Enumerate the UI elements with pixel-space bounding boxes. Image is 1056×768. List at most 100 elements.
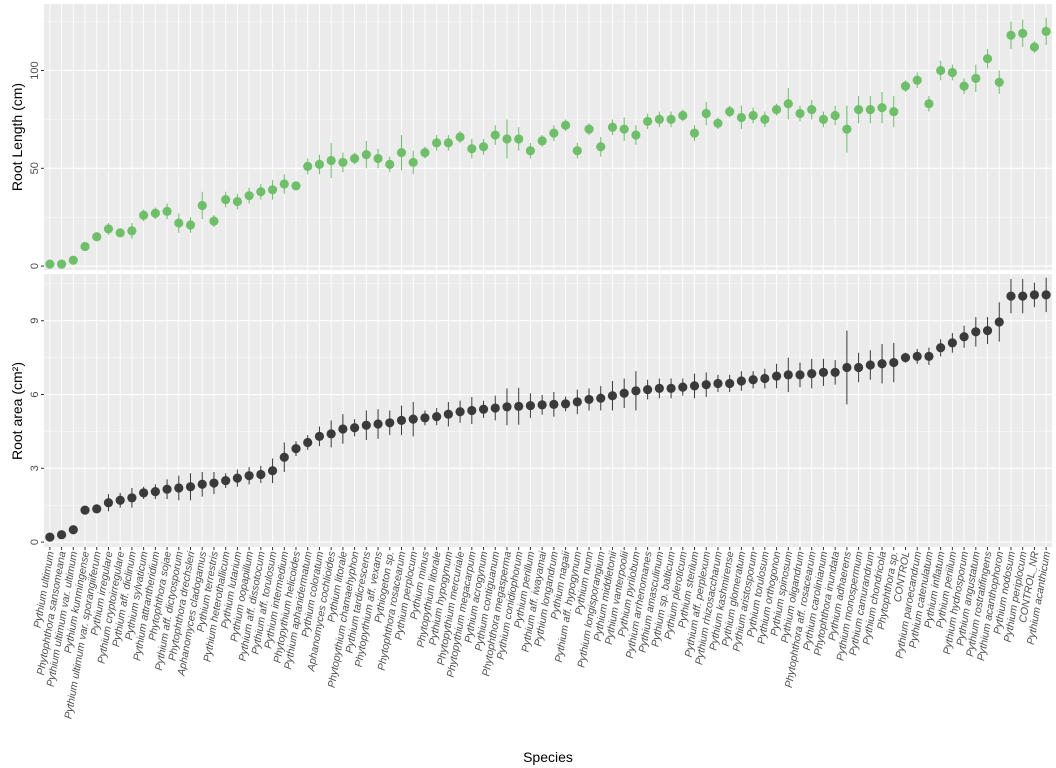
data-point-top xyxy=(607,122,618,132)
data-point-bottom xyxy=(244,471,254,481)
data-point-top xyxy=(549,128,559,138)
data-point-bottom xyxy=(139,488,149,498)
data-point-bottom xyxy=(350,423,360,433)
y-tick-label: 0 xyxy=(29,539,41,545)
data-point-bottom xyxy=(748,375,758,385)
data-point-bottom xyxy=(373,419,383,429)
data-point-top xyxy=(971,73,981,83)
data-point-bottom xyxy=(408,414,418,424)
data-point-top xyxy=(314,159,325,169)
data-point-bottom xyxy=(174,483,184,493)
data-point-top xyxy=(842,124,852,134)
data-point-top xyxy=(795,108,805,119)
data-point-bottom xyxy=(338,424,348,434)
data-point-top xyxy=(748,110,758,121)
data-point-bottom xyxy=(842,362,852,373)
data-point-top xyxy=(865,105,875,115)
data-point-bottom xyxy=(1041,290,1051,300)
x-axis-title: Species xyxy=(523,749,573,765)
data-point-top xyxy=(596,142,606,152)
data-point-bottom xyxy=(865,360,875,370)
y-tick-label: 50 xyxy=(29,162,41,174)
data-point-top xyxy=(525,146,536,156)
data-point-top xyxy=(936,65,946,76)
data-point-top xyxy=(443,138,453,148)
data-point-top xyxy=(396,148,407,158)
data-point-top xyxy=(478,142,489,152)
data-point-bottom xyxy=(854,362,864,373)
data-point-bottom xyxy=(420,413,430,423)
data-point-top xyxy=(1029,42,1040,52)
data-point-top xyxy=(326,155,336,166)
data-point-bottom xyxy=(432,412,442,422)
panel-top-background xyxy=(44,4,1052,270)
y-tick-label: 6 xyxy=(29,391,41,397)
data-point-bottom xyxy=(396,415,407,425)
data-point-top xyxy=(115,228,125,238)
data-point-top xyxy=(631,130,641,140)
data-point-top xyxy=(303,161,313,171)
y-tick-label: 0 xyxy=(29,263,41,269)
data-point-bottom xyxy=(162,484,172,494)
data-point-bottom xyxy=(971,327,981,337)
data-point-top xyxy=(783,99,793,109)
data-point-top xyxy=(807,105,817,115)
data-point-top xyxy=(256,187,266,197)
data-point-bottom xyxy=(549,399,559,409)
data-point-bottom xyxy=(385,418,395,428)
data-point-bottom xyxy=(959,332,969,342)
data-point-bottom xyxy=(197,479,207,489)
data-point-bottom xyxy=(713,378,723,389)
data-point-top xyxy=(45,259,55,269)
data-point-top xyxy=(713,118,723,128)
data-point-bottom xyxy=(584,394,594,405)
data-point-top xyxy=(1018,28,1028,38)
data-point-bottom xyxy=(889,357,899,368)
data-point-bottom xyxy=(314,431,325,441)
data-point-top xyxy=(959,81,969,91)
data-point-top xyxy=(279,179,289,189)
data-point-bottom xyxy=(560,399,571,409)
data-point-top xyxy=(209,216,219,226)
data-point-top xyxy=(854,105,864,115)
y-tick-label: 100 xyxy=(29,61,41,79)
data-point-top xyxy=(162,206,172,216)
data-point-bottom xyxy=(1029,290,1040,300)
data-point-top xyxy=(572,146,582,156)
data-point-top xyxy=(502,134,512,144)
data-point-top xyxy=(68,255,78,265)
data-point-bottom xyxy=(537,400,547,410)
data-point-top xyxy=(338,157,348,168)
data-point-top xyxy=(560,120,571,130)
data-point-bottom xyxy=(936,343,946,353)
data-point-top xyxy=(127,226,137,236)
data-point-bottom xyxy=(631,386,641,396)
data-point-bottom xyxy=(619,388,629,398)
data-point-top xyxy=(80,241,90,252)
data-point-bottom xyxy=(830,367,840,377)
data-point-bottom xyxy=(607,391,618,401)
data-point-bottom xyxy=(1018,291,1028,301)
data-point-bottom xyxy=(232,473,242,483)
data-point-top xyxy=(982,54,993,64)
data-point-bottom xyxy=(490,403,500,413)
data-point-top xyxy=(947,67,957,78)
data-point-top xyxy=(420,148,430,158)
data-point-bottom xyxy=(209,478,219,488)
data-point-bottom xyxy=(514,401,524,411)
data-point-top xyxy=(490,130,500,140)
data-point-top xyxy=(654,114,664,124)
data-point-bottom xyxy=(115,495,125,505)
data-point-top xyxy=(889,106,899,117)
data-point-bottom xyxy=(924,351,934,361)
data-point-bottom xyxy=(654,383,664,393)
data-point-top xyxy=(912,75,922,85)
data-point-bottom xyxy=(725,378,735,389)
data-point-bottom xyxy=(666,383,676,393)
data-point-bottom xyxy=(291,444,301,454)
data-point-top xyxy=(725,106,735,117)
data-point-bottom xyxy=(45,532,55,542)
data-point-bottom xyxy=(877,359,887,369)
